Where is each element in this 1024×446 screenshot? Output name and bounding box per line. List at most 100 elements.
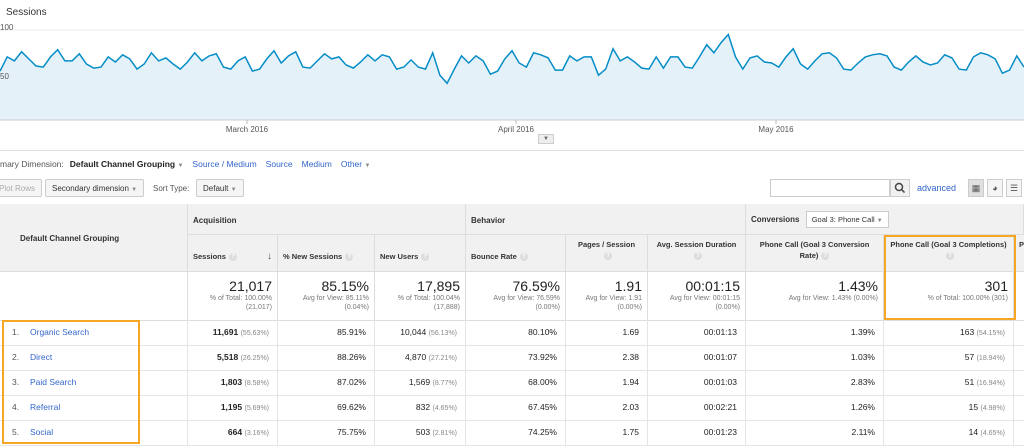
total-sub: Avg for View: 1.91 — [585, 295, 642, 302]
dimension-link-source-medium[interactable]: Source / Medium — [192, 159, 257, 169]
total-sub: % of Total: 100.00% (301) — [927, 295, 1008, 302]
channel-link[interactable]: Direct — [30, 352, 53, 362]
table-search-input[interactable] — [770, 179, 890, 197]
cell-conv-rate: 1.39% — [746, 320, 884, 345]
channel-link[interactable]: Organic Search — [30, 327, 90, 337]
x-tick: May 2016 — [758, 125, 794, 134]
caret-down-icon: ▼ — [230, 187, 237, 193]
col-header-extra[interactable]: P — [1014, 235, 1024, 272]
cell-value: 1.39% — [850, 327, 875, 337]
cell-percent: (5.69%) — [244, 405, 269, 412]
total-pages-session: 1.91 Avg for View: 1.91 (0.00%) — [566, 272, 648, 320]
total-value: 301 — [984, 278, 1008, 294]
cell-duration: 00:01:13 — [648, 320, 746, 345]
col-header-completions[interactable]: Phone Call (Goal 3 Completions)? — [884, 235, 1014, 272]
help-icon[interactable]: ? — [345, 253, 354, 262]
x-tick: April 2016 — [497, 125, 535, 134]
cell-completions: 15 (4.98%) — [884, 395, 1014, 420]
cell-pages: 2.03 — [566, 395, 648, 420]
y-tick: 50 — [0, 72, 9, 81]
plot-rows-button[interactable]: Plot Rows — [0, 179, 43, 197]
total-new-users: 17,895% of Total: 100.04% (17,888) — [375, 272, 466, 320]
cell-new-users: 10,044 (56.13%) — [375, 320, 466, 345]
dimension-bar: mary Dimension: Default Channel Grouping… — [0, 154, 1024, 174]
help-icon[interactable]: ? — [421, 253, 430, 262]
cell-duration: 00:02:21 — [648, 395, 746, 420]
channel-cell: 1. Organic Search — [0, 320, 188, 345]
row-number: 4. — [12, 402, 20, 412]
pie-view-icon[interactable]: ◕ — [987, 179, 1003, 197]
cell-conv-rate: 1.26% — [746, 395, 884, 420]
channel-link[interactable]: Referral — [30, 402, 61, 412]
performance-view-icon[interactable]: ☰ — [1006, 179, 1022, 197]
sort-type-label: Sort Type: — [153, 184, 190, 193]
col-header-pages-session[interactable]: Pages / Session? — [566, 235, 648, 272]
col-header-new-sessions[interactable]: % New Sessions? — [278, 235, 375, 272]
cell-value: 57 — [964, 352, 975, 362]
cell-value: 00:01:23 — [703, 427, 737, 437]
channel-link[interactable]: Social — [30, 427, 54, 437]
total-value: 00:01:15 — [685, 278, 741, 294]
cell-value: 503 — [415, 427, 431, 437]
col-header-new-users[interactable]: New Users? — [375, 235, 466, 272]
col-header-bounce-rate[interactable]: Bounce Rate? — [466, 235, 566, 272]
cell-value: 2.38 — [622, 352, 639, 362]
cell-new-users: 832 (4.65%) — [375, 395, 466, 420]
y-tick: 100 — [0, 23, 14, 32]
cell-sessions: 1,195 (5.69%) — [188, 395, 278, 420]
total-value: 85.15% — [321, 278, 369, 294]
secondary-dimension-dropdown[interactable]: Secondary dimension ▼ — [45, 179, 145, 197]
dimension-link-medium[interactable]: Medium — [301, 159, 332, 169]
help-icon[interactable]: ? — [694, 252, 702, 261]
cell-new-sessions: 75.75% — [278, 420, 375, 445]
sessions-area — [0, 34, 1024, 120]
cell-percent: (55.63%) — [240, 330, 269, 337]
table-row: 5. Social 664 (3.16%) 75.75% 503 (2.81%) 74.2… — [0, 420, 1024, 446]
cell-percent: (18.94%) — [976, 355, 1005, 362]
sort-type-value: Default — [203, 184, 229, 193]
col-header-conversion-rate[interactable]: Phone Call (Goal 3 Conversion Rate)? — [746, 235, 884, 272]
sessions-chart: Sessions 100 50 March 2016 April 2016 Ma… — [0, 0, 1024, 151]
total-sub: Avg for View: 1.43% (0.00%) — [788, 295, 878, 302]
col-label: Avg. Session Duration — [656, 240, 737, 249]
chart-svg — [0, 29, 1024, 124]
channel-cell: 3. Paid Search — [0, 370, 188, 395]
primary-dimension-value: Default Channel Grouping — [69, 159, 176, 169]
col-header-sessions[interactable]: Sessions? ↓ — [188, 235, 278, 272]
totals-label-cell — [0, 272, 188, 320]
help-icon[interactable]: ? — [604, 252, 612, 261]
total-sub: % of Total: 100.04% — [397, 295, 460, 302]
primary-dimension-current[interactable]: Default Channel Grouping ▼ — [70, 159, 184, 169]
dimension-link-other-label: Other — [340, 159, 363, 169]
help-icon[interactable]: ? — [946, 252, 954, 261]
cell-completions: 51 (16.94%) — [884, 370, 1014, 395]
cell-percent: (26.25%) — [240, 355, 269, 362]
help-icon[interactable]: ? — [821, 252, 830, 261]
chevron-down-icon[interactable]: ▼ — [538, 134, 554, 144]
cell-percent: (2.81%) — [432, 430, 457, 437]
goal-select-dropdown[interactable]: Goal 3: Phone Call ▼ — [805, 211, 889, 228]
dimension-column-header[interactable]: Default Channel Grouping — [0, 204, 188, 272]
col-header-avg-duration[interactable]: Avg. Session Duration? — [648, 235, 746, 272]
search-button[interactable] — [890, 179, 910, 197]
cell-pages: 1.69 — [566, 320, 648, 345]
caret-down-icon: ▼ — [364, 163, 371, 169]
table-view-icon[interactable]: ▦ — [968, 179, 984, 197]
cell-value: 88.26% — [337, 352, 366, 362]
cell-conv-rate: 1.03% — [746, 345, 884, 370]
sort-type-dropdown[interactable]: Default ▼ — [196, 179, 244, 197]
dimension-link-other[interactable]: Other ▼ — [341, 159, 371, 169]
behavior-group-header: Behavior — [466, 204, 746, 235]
help-icon[interactable]: ? — [519, 253, 528, 262]
x-tick: March 2016 — [225, 125, 269, 134]
cell-percent: (4.65%) — [432, 405, 457, 412]
cell-value: 87.02% — [337, 377, 366, 387]
cell-new-users: 503 (2.81%) — [375, 420, 466, 445]
help-icon[interactable]: ? — [228, 253, 237, 262]
cell-duration: 00:01:23 — [648, 420, 746, 445]
advanced-filter-link[interactable]: advanced — [917, 183, 957, 193]
cell-pages: 2.38 — [566, 345, 648, 370]
total-sub: (21,017) — [245, 304, 272, 311]
channel-link[interactable]: Paid Search — [30, 377, 77, 387]
dimension-link-source[interactable]: Source — [265, 159, 293, 169]
